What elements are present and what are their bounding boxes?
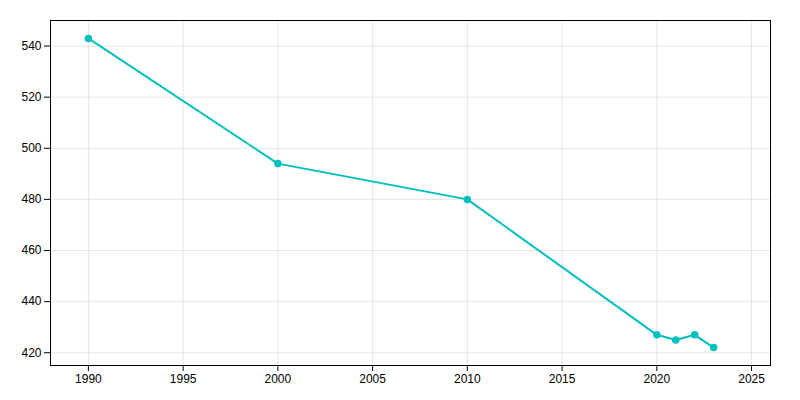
svg-text:1990: 1990 — [75, 372, 102, 386]
svg-text:500: 500 — [21, 141, 41, 155]
svg-text:2005: 2005 — [359, 372, 386, 386]
svg-text:2020: 2020 — [643, 372, 670, 386]
svg-text:460: 460 — [21, 243, 41, 257]
svg-text:440: 440 — [21, 294, 41, 308]
svg-text:2025: 2025 — [738, 372, 765, 386]
svg-text:480: 480 — [21, 192, 41, 206]
svg-text:1995: 1995 — [170, 372, 197, 386]
svg-text:540: 540 — [21, 39, 41, 53]
svg-text:520: 520 — [21, 90, 41, 104]
svg-text:2000: 2000 — [265, 372, 292, 386]
svg-text:2010: 2010 — [454, 372, 481, 386]
svg-text:420: 420 — [21, 346, 41, 360]
svg-text:2015: 2015 — [549, 372, 576, 386]
